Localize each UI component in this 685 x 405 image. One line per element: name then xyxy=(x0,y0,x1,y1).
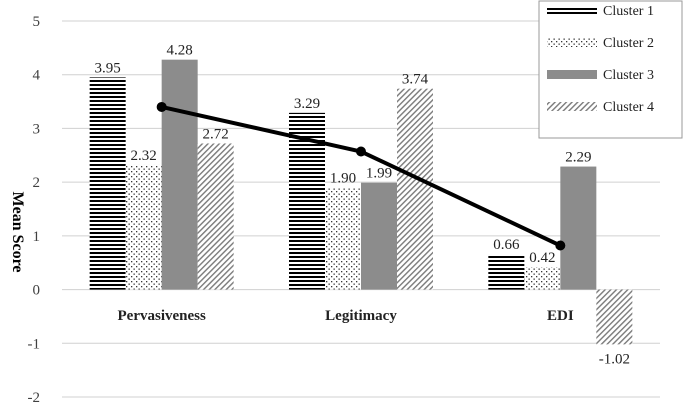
y-tick-label: 0 xyxy=(33,283,41,299)
y-tick-label: 3 xyxy=(33,121,41,137)
bar-cluster-1 xyxy=(488,254,525,290)
legend-swatch xyxy=(547,38,597,47)
data-label: 0.66 xyxy=(493,237,520,253)
y-tick-label: -1 xyxy=(28,336,41,352)
category-label: Pervasiveness xyxy=(118,308,206,324)
legend-swatch xyxy=(547,102,597,111)
data-label: 0.42 xyxy=(529,250,555,266)
bar-cluster-2 xyxy=(125,164,162,290)
bar-cluster-3 xyxy=(161,59,198,290)
overlay-line xyxy=(156,101,566,251)
data-labels: 3.95 2.32 4.28 2.72 3.29 1.90 1.99 3.74 0.66 0.42… xyxy=(95,43,630,368)
data-label: 3.29 xyxy=(294,96,320,112)
bar-cluster-4 xyxy=(397,88,433,290)
y-axis-title: Mean Score xyxy=(9,191,26,272)
legend-label: Cluster 2 xyxy=(603,36,654,51)
y-tick-label: 2 xyxy=(33,175,41,191)
y-tick-label: 4 xyxy=(33,68,41,84)
bar-cluster-3 xyxy=(560,166,597,290)
data-label: 3.74 xyxy=(402,72,429,88)
bar-cluster-2 xyxy=(325,187,361,290)
legend-swatch xyxy=(547,70,597,79)
y-tick-label: 5 xyxy=(33,14,41,30)
overlay-line-marker xyxy=(156,101,167,112)
category-label: EDI xyxy=(547,308,574,324)
overlay-line-marker xyxy=(555,240,566,251)
overlay-line-marker xyxy=(356,146,366,157)
legend-box xyxy=(538,0,683,139)
legend-label: Cluster 1 xyxy=(603,4,654,19)
data-label: 1.90 xyxy=(330,171,356,187)
y-axis-tick-labels: 5 4 3 2 1 0 -1 -2 xyxy=(28,14,41,405)
data-label: 1.99 xyxy=(366,166,392,182)
legend-label: Cluster 3 xyxy=(603,68,654,83)
legend-label: Cluster 4 xyxy=(603,100,654,115)
y-tick-label: 1 xyxy=(33,229,41,245)
bar-cluster-2 xyxy=(524,267,561,290)
bar-cluster-3 xyxy=(361,182,397,290)
data-label: 4.28 xyxy=(167,43,193,59)
legend-swatch xyxy=(547,6,597,15)
y-tick-label: -2 xyxy=(28,390,41,405)
bars xyxy=(89,59,633,345)
legend: Cluster 1 Cluster 2 Cluster 3 Cluster 4 xyxy=(538,0,683,139)
category-labels: Pervasiveness Legitimacy EDI xyxy=(118,308,574,324)
data-label: -1.02 xyxy=(599,351,630,367)
data-label: 2.29 xyxy=(565,150,591,166)
data-label: 2.32 xyxy=(131,148,157,164)
data-label: 3.95 xyxy=(95,60,121,76)
bar-cluster-1 xyxy=(89,77,126,290)
bar-cluster-4 xyxy=(596,289,633,345)
bar-cluster-4 xyxy=(197,143,234,290)
category-label: Legitimacy xyxy=(325,308,397,324)
data-label: 2.72 xyxy=(203,126,229,142)
